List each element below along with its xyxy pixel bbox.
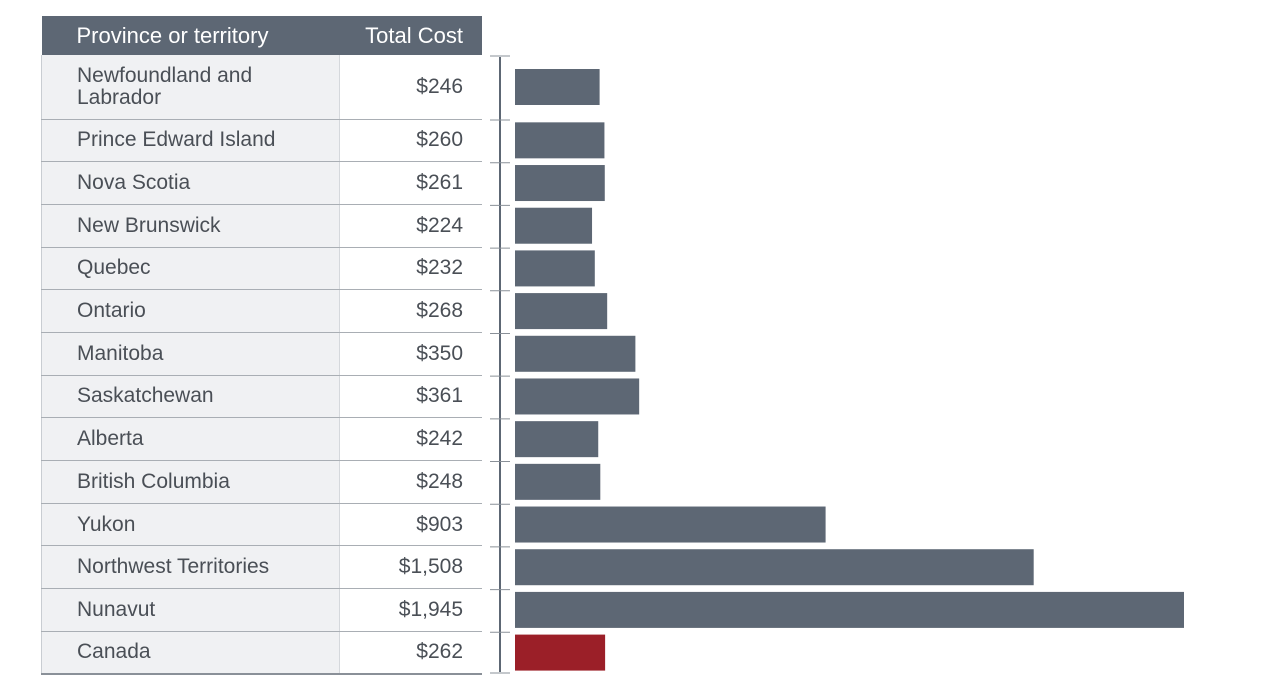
row-total-cost: $903 [339, 503, 482, 547]
row-province: Alberta [41, 417, 340, 461]
bar-yukon [515, 506, 826, 543]
row-province: British Columbia [41, 460, 340, 504]
row-total-cost: $268 [339, 289, 482, 333]
table-row: Nova Scotia $261 [41, 161, 482, 205]
row-province: Manitoba [41, 332, 340, 376]
row-total-cost: $1,945 [339, 588, 482, 632]
bar-ontario [515, 293, 608, 330]
cost-table: Province or territory Total Cost Newfoun… [41, 16, 482, 675]
table-row: Yukon $903 [41, 503, 482, 547]
row-province: Yukon [41, 503, 340, 547]
table-body: Newfoundland and Labrador $246 Prince Edwa… [41, 55, 482, 675]
bar-prince-edward-island [515, 122, 605, 159]
table-row: Manitoba $350 [41, 332, 482, 376]
table-header-row: Province or territory Total Cost [41, 16, 482, 55]
bar-northwest-territories [515, 549, 1034, 586]
row-total-cost: $224 [339, 204, 482, 248]
bar-manitoba [515, 335, 636, 372]
table-row: Ontario $268 [41, 289, 482, 333]
row-total-cost: $242 [339, 417, 482, 461]
row-total-cost: $350 [339, 332, 482, 376]
row-province: Canada [41, 631, 340, 675]
table-row: Alberta $242 [41, 417, 482, 461]
table-row: Prince Edward Island $260 [41, 119, 482, 163]
table-row: New Brunswick $224 [41, 204, 482, 248]
row-total-cost: $248 [339, 460, 482, 504]
bar-nunavut [515, 591, 1184, 628]
row-province: Ontario [41, 289, 340, 333]
header-total-cost: Total Cost [339, 16, 482, 55]
table-row: British Columbia $248 [41, 460, 482, 504]
row-total-cost: $261 [339, 161, 482, 205]
row-province: New Brunswick [41, 204, 340, 248]
header-province: Province or territory [41, 16, 340, 55]
row-province: Northwest Territories [41, 545, 340, 590]
bar-british-columbia [515, 463, 601, 500]
table-row: Northwest Territories $1,508 [41, 545, 482, 590]
row-province: Newfoundland and Labrador [41, 55, 340, 120]
table-row: Quebec $232 [41, 247, 482, 291]
row-total-cost: $361 [339, 375, 482, 419]
bar-newfoundland-and-labrador [515, 69, 600, 105]
bar-nova-scotia [515, 165, 605, 202]
row-total-cost: $260 [339, 119, 482, 163]
row-province: Quebec [41, 247, 340, 291]
row-total-cost: $232 [339, 247, 482, 291]
bar-canada [515, 634, 606, 671]
bar-new-brunswick [515, 207, 593, 244]
row-province: Nunavut [41, 588, 340, 632]
bar-quebec [515, 250, 595, 287]
row-total-cost: $246 [339, 55, 482, 120]
table-row: Saskatchewan $361 [41, 375, 482, 419]
row-province: Prince Edward Island [41, 119, 340, 163]
bar-alberta [515, 421, 599, 458]
table-row: Nunavut $1,945 [41, 588, 482, 632]
row-total-cost: $1,508 [339, 545, 482, 590]
row-province: Nova Scotia [41, 161, 340, 205]
bar-saskatchewan [515, 378, 640, 415]
table-row: Canada $262 [41, 631, 482, 675]
row-province: Saskatchewan [41, 375, 340, 419]
row-total-cost: $262 [339, 631, 482, 675]
table-row: Newfoundland and Labrador $246 [41, 55, 482, 120]
